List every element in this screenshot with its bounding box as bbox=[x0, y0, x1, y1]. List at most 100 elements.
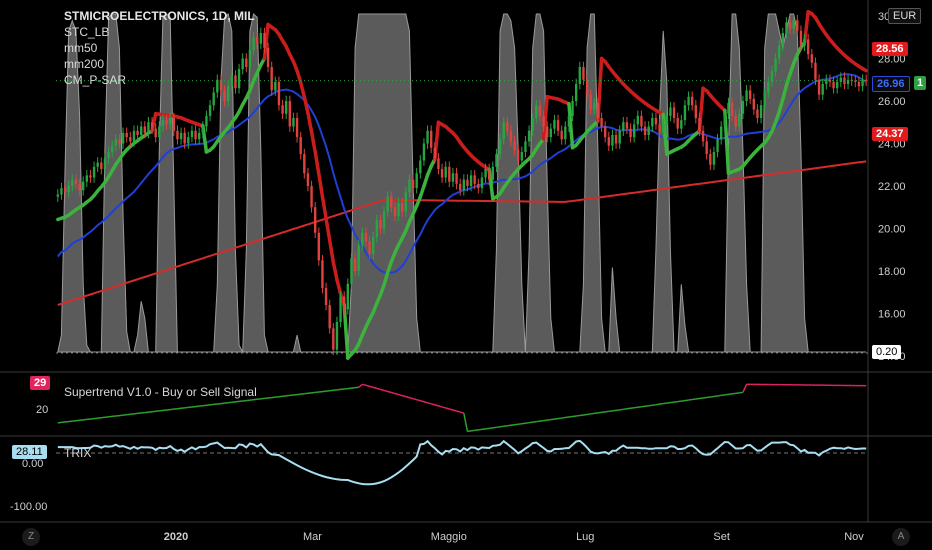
supertrend-segment bbox=[583, 413, 588, 416]
candle-body bbox=[469, 175, 473, 186]
candle-body bbox=[147, 122, 150, 133]
candle-body bbox=[361, 232, 364, 246]
candle-body bbox=[353, 258, 357, 271]
supertrend-axis-20: 20 bbox=[36, 404, 49, 416]
supertrend-segment bbox=[713, 395, 718, 398]
candle-body bbox=[150, 122, 154, 129]
supertrend-segment bbox=[550, 418, 555, 421]
candle-body bbox=[828, 79, 832, 82]
candle-body bbox=[219, 79, 223, 91]
supertrend-segment bbox=[387, 390, 392, 394]
candle-body bbox=[864, 79, 868, 81]
candle-body bbox=[582, 67, 585, 80]
candle-body bbox=[411, 179, 415, 189]
candle-body bbox=[669, 107, 672, 116]
supertrend-segment bbox=[557, 417, 562, 420]
candle-body bbox=[603, 126, 607, 138]
candle-body bbox=[593, 103, 596, 110]
mm50-line bbox=[57, 73, 867, 274]
candle-body bbox=[625, 122, 629, 129]
candle-body bbox=[67, 186, 70, 193]
legend-mm200[interactable]: mm200 bbox=[64, 57, 105, 71]
candle-body bbox=[234, 75, 237, 89]
supertrend-segment bbox=[612, 409, 617, 412]
candle-body bbox=[520, 152, 524, 161]
auto-scale-button[interactable]: A bbox=[892, 528, 910, 546]
candle-body bbox=[96, 162, 99, 167]
candle-body bbox=[716, 139, 719, 152]
candle-body bbox=[752, 98, 756, 110]
candle-body bbox=[799, 30, 803, 46]
legend-mm50[interactable]: mm50 bbox=[64, 41, 98, 55]
candle-body bbox=[553, 120, 556, 129]
psar-segment bbox=[317, 171, 325, 199]
candle-body bbox=[415, 173, 418, 189]
candle-body bbox=[321, 260, 324, 288]
candle-body bbox=[509, 130, 513, 142]
candle-body bbox=[792, 20, 795, 29]
candle-body bbox=[705, 141, 708, 155]
candle-body bbox=[506, 122, 509, 131]
candle-body bbox=[774, 58, 777, 72]
supertrend-segment bbox=[681, 399, 686, 402]
candle-body bbox=[473, 175, 476, 184]
supertrend-segment bbox=[554, 417, 559, 420]
candle-body bbox=[139, 126, 143, 135]
price-axis-label: 28.00 bbox=[878, 54, 906, 66]
supertrend-segment bbox=[394, 392, 399, 396]
supertrend-segment bbox=[383, 389, 388, 393]
candle-body bbox=[223, 90, 226, 101]
supertrend-segment bbox=[420, 400, 425, 403]
supertrend-segment bbox=[532, 420, 537, 423]
candle-body bbox=[136, 130, 139, 135]
candle-body bbox=[426, 130, 429, 144]
supertrend-segment bbox=[358, 383, 363, 388]
candle-body bbox=[263, 33, 266, 48]
candle-body bbox=[56, 194, 60, 197]
supertrend-segment bbox=[485, 427, 490, 430]
legend-stc[interactable]: STC_LB bbox=[64, 25, 110, 39]
candle-body bbox=[803, 39, 806, 46]
candle-body bbox=[313, 207, 317, 233]
candle-body bbox=[567, 115, 571, 127]
supertrend-segment bbox=[677, 400, 682, 403]
candle-body bbox=[255, 37, 259, 44]
time-axis-label: Set bbox=[713, 531, 730, 543]
supertrend-segment bbox=[401, 394, 407, 398]
candle-body bbox=[491, 166, 495, 180]
candle-body bbox=[310, 186, 313, 208]
candle-body bbox=[770, 71, 774, 82]
psar-segment bbox=[418, 184, 426, 199]
candle-body bbox=[759, 105, 763, 118]
candle-body bbox=[614, 135, 618, 144]
supertrend-segment bbox=[688, 398, 693, 401]
zoom-corner-button[interactable]: Z bbox=[22, 528, 40, 546]
legend-psar[interactable]: CM_P-SAR bbox=[64, 73, 127, 87]
supertrend-segment bbox=[565, 416, 570, 419]
psar-segment bbox=[306, 111, 314, 134]
candle-body bbox=[850, 79, 853, 81]
candle-body bbox=[121, 132, 125, 144]
supertrend-segment bbox=[699, 397, 704, 400]
candle-body bbox=[661, 124, 665, 133]
candle-body bbox=[154, 128, 157, 138]
candle-body bbox=[672, 107, 676, 118]
price-axis-label: 20.00 bbox=[878, 224, 906, 236]
candle-body bbox=[419, 160, 422, 174]
supertrend-segment bbox=[735, 392, 740, 395]
supertrend-segment bbox=[539, 419, 544, 422]
supertrend-segment bbox=[641, 405, 646, 408]
supertrend-pane-label: Supertrend V1.0 - Buy or Sell Signal bbox=[64, 385, 257, 399]
candle-body bbox=[274, 81, 277, 91]
candle-body bbox=[143, 126, 147, 133]
supertrend-segment bbox=[369, 385, 374, 389]
psar-segment bbox=[309, 130, 317, 154]
candle-body bbox=[719, 126, 723, 140]
supertrend-segment bbox=[405, 395, 410, 399]
supertrend-segment bbox=[710, 395, 715, 398]
currency-badge[interactable]: EUR bbox=[888, 8, 922, 24]
candle-body bbox=[103, 158, 107, 169]
candle-body bbox=[712, 152, 716, 165]
supertrend-segment bbox=[692, 398, 696, 401]
